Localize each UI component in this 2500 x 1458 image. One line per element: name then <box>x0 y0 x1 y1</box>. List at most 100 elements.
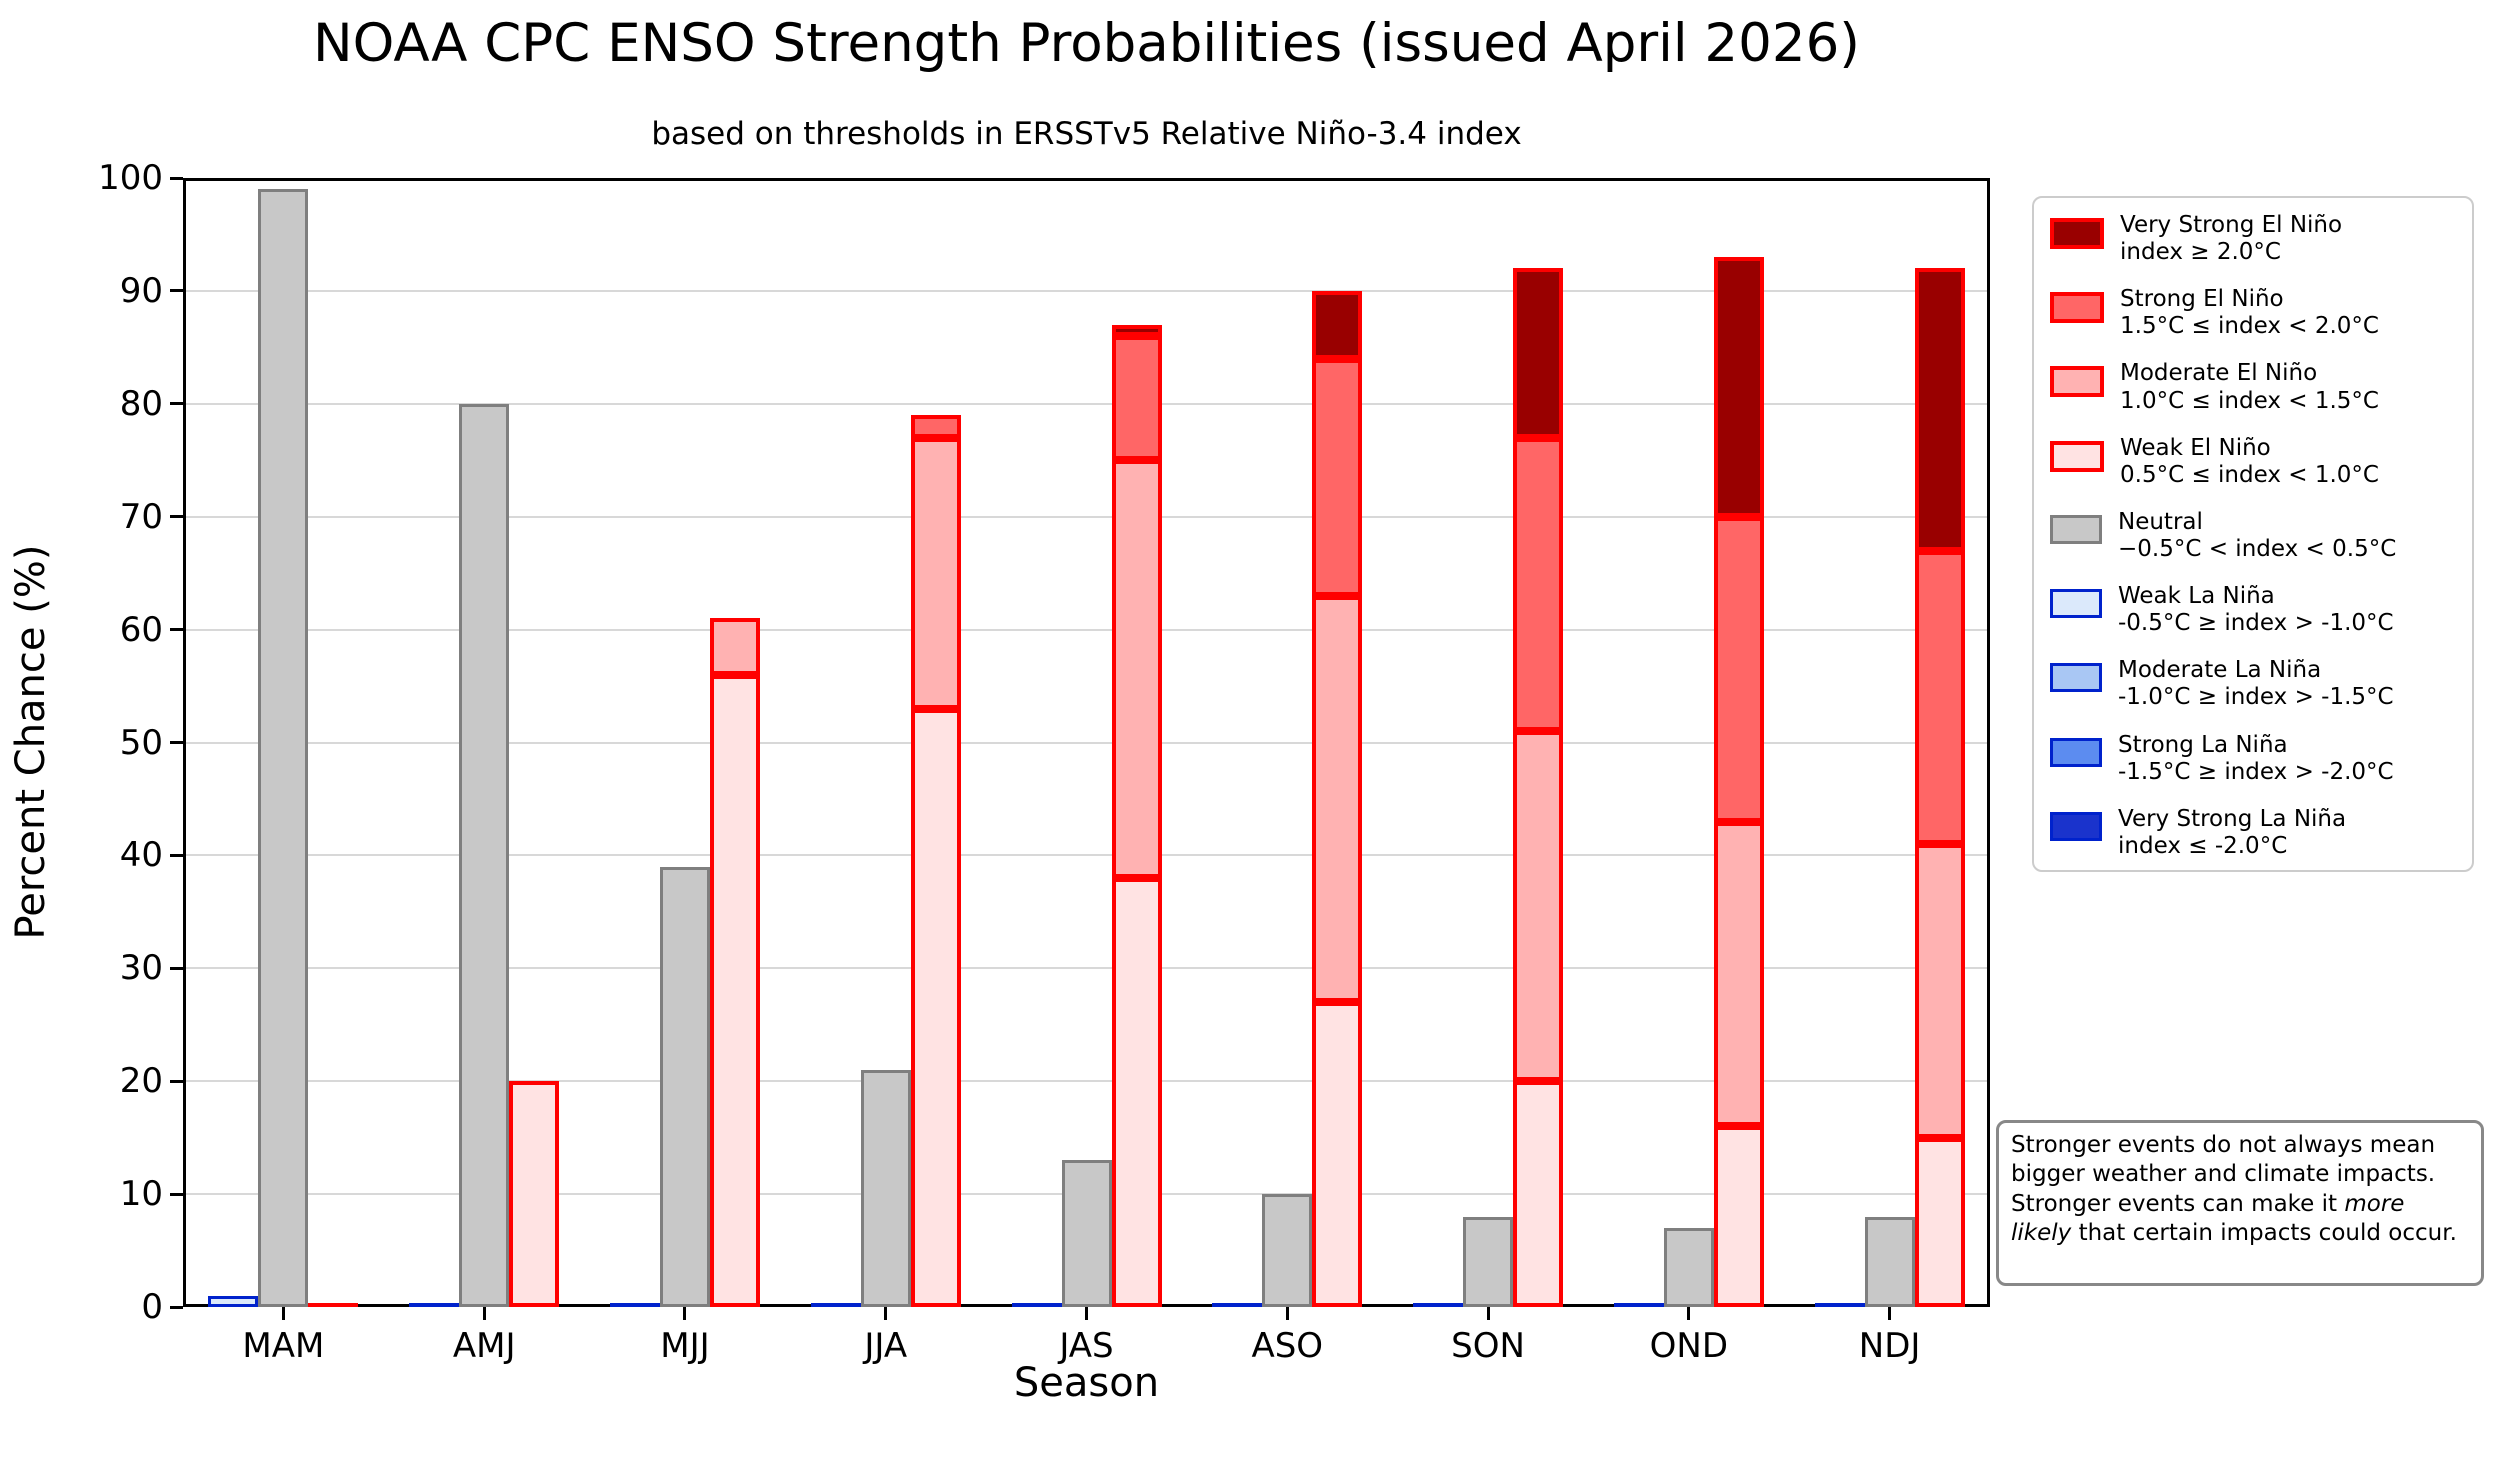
chart-title: NOAA CPC ENSO Strength Probabilities (is… <box>313 13 1860 74</box>
bar-segment-neutral <box>1463 1216 1514 1307</box>
y-tick-label: 20 <box>119 1061 163 1102</box>
legend-label-line1: Moderate La Niña <box>2118 657 2322 684</box>
bar-segment-weak-el-ni-o <box>709 674 760 1307</box>
legend-label-line1: Very Strong La Niña <box>2118 805 2347 832</box>
y-tick-label: 30 <box>119 948 163 989</box>
bar-segment-neutral <box>659 866 710 1307</box>
legend-item: Strong El Niño 1.5°C ≤ index < 2.0°C <box>2048 286 2458 340</box>
y-tick-label: 60 <box>119 609 163 650</box>
legend-swatch <box>2050 292 2104 324</box>
bar-segment-weak-el-ni-o <box>1111 877 1162 1307</box>
bar-segment-neutral <box>1061 1160 1112 1307</box>
bar-segment-weak-el-ni-o <box>1914 1137 1965 1307</box>
y-tick-mark <box>170 289 183 293</box>
x-tick-label: NDJ <box>1858 1326 1921 1366</box>
legend-swatch <box>2050 440 2104 472</box>
gridline <box>183 1080 1990 1083</box>
zero-height-bar-la_nina <box>409 1303 460 1307</box>
bar-segment-weak-el-ni-o <box>910 708 961 1307</box>
legend-swatch <box>2050 366 2104 398</box>
legend-label-line1: Neutral <box>2118 508 2203 535</box>
x-tick-mark <box>482 1307 486 1320</box>
bar-segment-strong-el-ni-o <box>1713 516 1764 822</box>
y-tick-mark <box>170 966 183 970</box>
y-tick-label: 50 <box>119 722 163 763</box>
legend-label: Weak La Niña -0.5°C ≥ index > -1.0°C <box>2118 583 2394 637</box>
y-tick-mark <box>170 741 183 744</box>
x-tick-mark <box>683 1307 687 1320</box>
bar-segment-neutral <box>258 189 309 1307</box>
zero-height-bar-el_nino <box>308 1303 359 1307</box>
legend-label-line2: index ≤ -2.0°C <box>2118 832 2288 859</box>
x-tick-mark <box>281 1307 285 1320</box>
bar-segment-strong-el-ni-o <box>1312 358 1363 596</box>
bar-segment-weak-la-ni-a <box>208 1295 259 1307</box>
top-spine <box>183 178 1990 181</box>
y-tick-label: 80 <box>119 383 163 424</box>
legend-swatch <box>2050 737 2102 767</box>
zero-height-bar-la_nina <box>1011 1303 1062 1307</box>
legend-label: Moderate La Niña -1.0°C ≥ index > -1.5°C <box>2118 657 2394 711</box>
bar-segment-moderate-el-ni-o <box>1713 821 1764 1127</box>
bar-segment-very-strong-el-ni-o <box>1914 268 1965 551</box>
y-tick-label: 70 <box>119 496 163 537</box>
y-tick-mark <box>170 402 183 406</box>
x-tick-label: JAS <box>1059 1326 1114 1366</box>
note-text-italic: more likely <box>2011 1190 2405 1247</box>
legend-label-line2: -1.0°C ≥ index > -1.5°C <box>2118 684 2394 711</box>
bar-segment-very-strong-el-ni-o <box>1312 290 1363 359</box>
bar-segment-weak-el-ni-o <box>1513 1081 1564 1307</box>
x-tick-mark <box>1486 1307 1490 1320</box>
note-text: Stronger events do not always mean bigge… <box>2011 1132 2436 1217</box>
y-tick-label: 10 <box>119 1174 163 1215</box>
x-tick-label: MAM <box>242 1326 325 1366</box>
gridline <box>183 289 1990 292</box>
legend-label-line1: Very Strong El Niño <box>2120 212 2343 238</box>
legend-item: Neutral −0.5°C < index < 0.5°C <box>2048 509 2458 563</box>
legend-label-line1: Strong La Niña <box>2118 731 2288 758</box>
bars-layer <box>183 178 1990 1307</box>
legend-label: Neutral −0.5°C < index < 0.5°C <box>2118 509 2396 563</box>
note-box: Stronger events do not always mean bigge… <box>1996 1120 2484 1286</box>
legend-label-line1: Moderate El Niño <box>2120 360 2318 387</box>
x-tick-label: MJJ <box>660 1326 710 1366</box>
legend-label: Weak El Niño 0.5°C ≤ index < 1.0°C <box>2120 435 2379 489</box>
right-spine <box>1987 178 1990 1307</box>
bar-segment-neutral <box>459 403 510 1307</box>
bar-segment-strong-el-ni-o <box>910 415 961 438</box>
gridline <box>183 402 1990 405</box>
bar-segment-strong-el-ni-o <box>1111 336 1162 461</box>
x-tick-mark <box>1285 1307 1289 1320</box>
x-tick-mark <box>1888 1307 1892 1320</box>
x-tick-label: OND <box>1649 1326 1729 1366</box>
legend-label: Very Strong El Niño index ≥ 2.0°C <box>2120 212 2342 266</box>
bar-segment-weak-el-ni-o <box>1312 1002 1363 1307</box>
x-tick-label: SON <box>1451 1326 1525 1366</box>
x-tick-mark <box>884 1307 888 1320</box>
legend-label: Strong El Niño 1.5°C ≤ index < 2.0°C <box>2120 286 2379 340</box>
gridline <box>183 741 1990 744</box>
bar-segment-neutral <box>1663 1227 1714 1307</box>
x-tick-label: JJA <box>864 1326 908 1366</box>
bar-segment-moderate-el-ni-o <box>709 618 760 675</box>
legend-label-line2: 0.5°C ≤ index < 1.0°C <box>2120 461 2379 488</box>
y-tick-mark <box>170 1079 183 1083</box>
bar-segment-moderate-el-ni-o <box>1312 595 1363 1003</box>
legend-label-line2: −0.5°C < index < 0.5°C <box>2118 536 2397 562</box>
bar-segment-moderate-el-ni-o <box>1111 460 1162 878</box>
bar-segment-neutral <box>1262 1194 1313 1307</box>
legend-swatch <box>2050 589 2102 619</box>
bar-segment-neutral <box>1864 1216 1915 1307</box>
zero-height-bar-la_nina <box>1814 1303 1865 1307</box>
zero-height-bar-la_nina <box>1613 1303 1664 1307</box>
bar-segment-very-strong-el-ni-o <box>1111 324 1162 337</box>
y-tick-mark <box>170 515 183 519</box>
x-tick-mark <box>1687 1307 1691 1320</box>
legend-label-line1: Weak El Niño <box>2120 434 2271 461</box>
y-tick-label: 40 <box>119 835 163 876</box>
bar-segment-weak-el-ni-o <box>1713 1126 1764 1307</box>
bar-segment-moderate-el-ni-o <box>1513 731 1564 1082</box>
legend-label-line1: Strong El Niño <box>2120 286 2284 313</box>
bar-segment-neutral <box>860 1069 911 1307</box>
legend-item: Very Strong El Niño index ≥ 2.0°C <box>2048 212 2458 266</box>
